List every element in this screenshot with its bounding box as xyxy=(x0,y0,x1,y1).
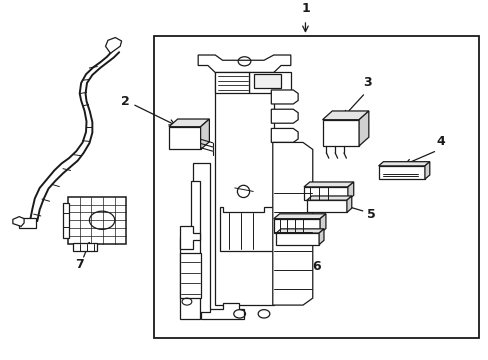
Polygon shape xyxy=(273,219,320,233)
Polygon shape xyxy=(200,303,244,319)
Bar xyxy=(68,197,126,244)
Text: 4: 4 xyxy=(436,135,445,148)
Polygon shape xyxy=(304,182,353,187)
Polygon shape xyxy=(276,233,319,244)
Bar xyxy=(180,253,200,298)
Polygon shape xyxy=(105,37,122,53)
Bar xyxy=(254,74,281,88)
Polygon shape xyxy=(378,166,424,179)
Polygon shape xyxy=(424,162,429,179)
Polygon shape xyxy=(193,163,210,312)
Text: 2: 2 xyxy=(121,95,129,108)
Polygon shape xyxy=(320,214,325,233)
Text: 6: 6 xyxy=(312,260,320,273)
Polygon shape xyxy=(358,111,368,146)
Text: 5: 5 xyxy=(366,208,375,221)
Polygon shape xyxy=(304,187,347,200)
Polygon shape xyxy=(13,217,24,226)
Polygon shape xyxy=(322,111,368,120)
Polygon shape xyxy=(306,196,351,200)
Polygon shape xyxy=(347,182,353,200)
Text: 7: 7 xyxy=(75,258,84,271)
Bar xyxy=(154,36,478,338)
Polygon shape xyxy=(346,196,351,212)
Polygon shape xyxy=(215,72,249,94)
Text: 3: 3 xyxy=(362,76,371,89)
Polygon shape xyxy=(63,203,69,238)
Polygon shape xyxy=(168,127,200,149)
Polygon shape xyxy=(220,207,273,251)
Polygon shape xyxy=(272,143,312,305)
Text: 1: 1 xyxy=(301,2,309,15)
Polygon shape xyxy=(378,162,429,166)
Polygon shape xyxy=(306,200,346,212)
Polygon shape xyxy=(19,218,36,228)
Polygon shape xyxy=(273,214,325,219)
Polygon shape xyxy=(73,243,97,251)
Polygon shape xyxy=(180,226,199,249)
Polygon shape xyxy=(271,90,298,104)
Polygon shape xyxy=(249,72,290,94)
Polygon shape xyxy=(271,109,298,123)
Polygon shape xyxy=(276,229,324,233)
Polygon shape xyxy=(319,229,324,244)
Polygon shape xyxy=(215,72,273,305)
Polygon shape xyxy=(200,119,209,149)
Polygon shape xyxy=(198,55,290,72)
Polygon shape xyxy=(271,129,298,143)
Polygon shape xyxy=(180,181,199,319)
Polygon shape xyxy=(322,120,358,146)
Polygon shape xyxy=(168,119,209,127)
